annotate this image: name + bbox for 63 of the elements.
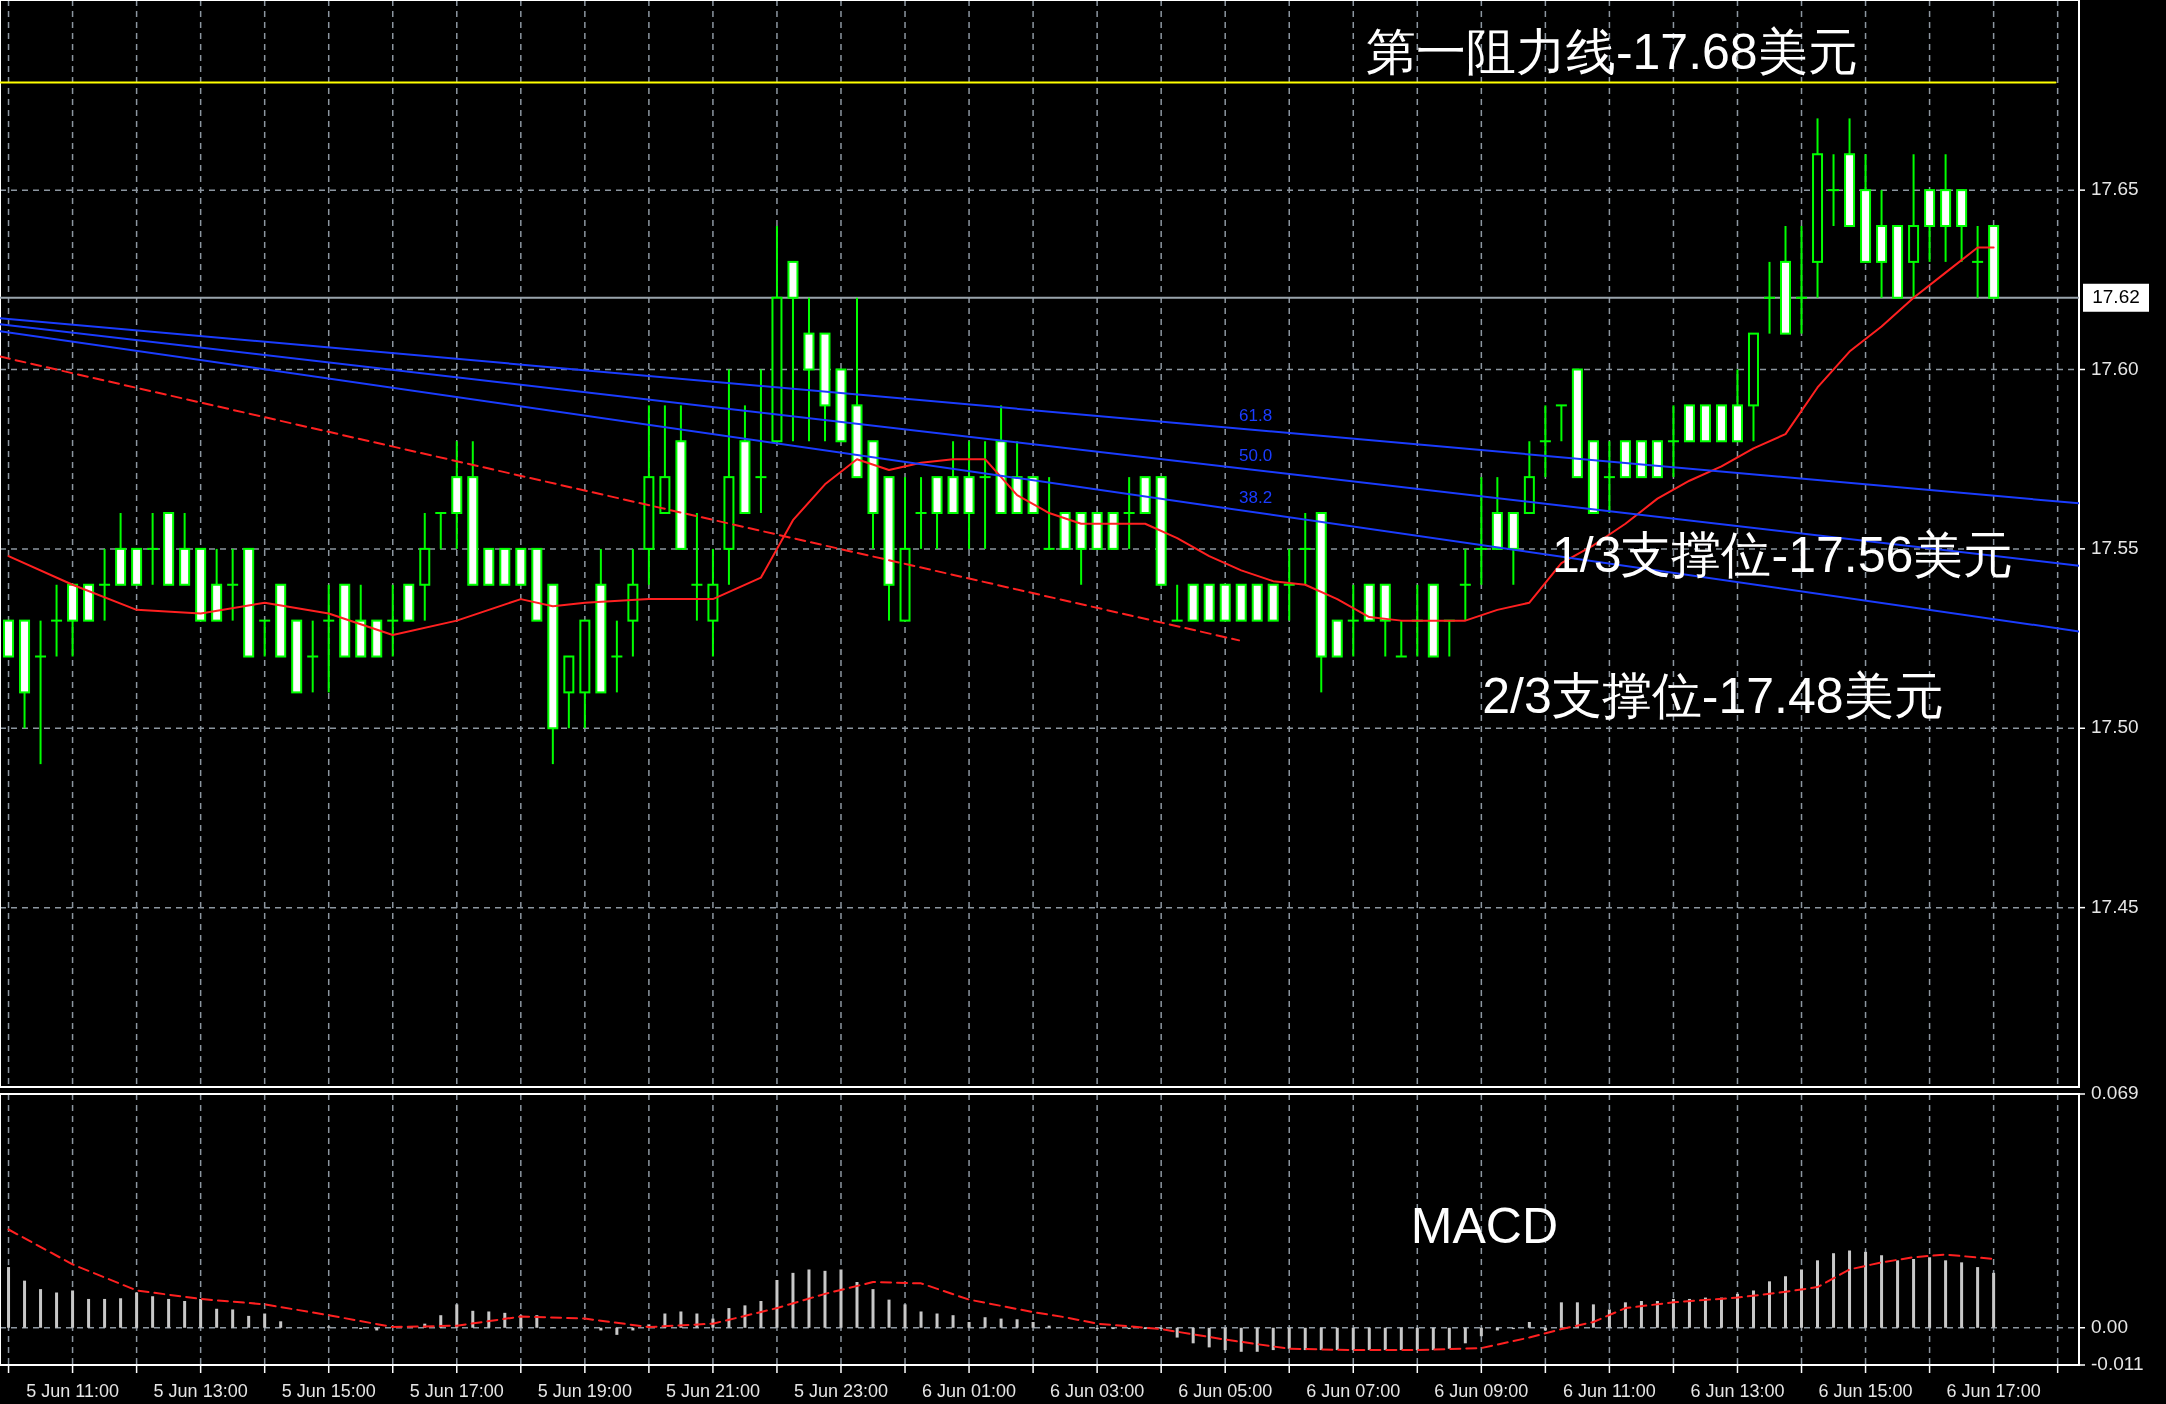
candlestick <box>978 440 992 550</box>
x-tick-label: 6 Jun 17:00 <box>1946 1380 2041 1401</box>
x-tick-label: 5 Jun 13:00 <box>153 1380 248 1401</box>
annotation: 第一阻力线-17.68美元 <box>1365 23 1858 80</box>
candlestick <box>610 619 624 694</box>
series-label: 50.0 <box>1239 445 1273 465</box>
y-tick-label: 17.60 <box>2091 357 2139 379</box>
candlestick <box>306 619 320 694</box>
y-tick-label: 17.45 <box>2091 895 2139 917</box>
annotation: MACD <box>1410 1197 1559 1254</box>
x-tick-label: 5 Jun 19:00 <box>537 1380 632 1401</box>
x-tick-label: 5 Jun 23:00 <box>793 1380 889 1401</box>
candlestick <box>98 547 112 622</box>
candlestick <box>1346 583 1360 658</box>
candlestick <box>386 583 400 658</box>
candlestick <box>1474 476 1488 586</box>
x-tick-label: 6 Jun 11:00 <box>1563 1380 1656 1401</box>
candlestick <box>434 512 448 550</box>
series-label: 61.8 <box>1239 406 1273 426</box>
candlestick <box>1282 547 1296 622</box>
candlestick <box>146 512 160 586</box>
x-tick-label: 5 Jun 11:00 <box>26 1380 119 1401</box>
candlestick <box>1538 404 1552 479</box>
candlestick <box>1666 404 1680 479</box>
x-tick-label: 6 Jun 05:00 <box>1178 1380 1273 1401</box>
annotation: 2/3支撑位-17.48美元 <box>1482 668 1944 725</box>
ref-line-label: 17.62 <box>2092 285 2140 307</box>
candlestick <box>690 512 704 622</box>
x-tick-label: 6 Jun 03:00 <box>1050 1380 1145 1401</box>
x-tick-label: 6 Jun 15:00 <box>1818 1380 1913 1401</box>
candlestick <box>754 368 768 515</box>
candlestick <box>1827 153 1841 228</box>
x-tick-label: 5 Jun 21:00 <box>665 1380 760 1401</box>
candlestick <box>226 547 240 622</box>
candlestick <box>1763 260 1776 335</box>
x-tick-label: 5 Jun 15:00 <box>281 1380 376 1401</box>
candlestick <box>322 583 336 694</box>
x-tick-label: 6 Jun 01:00 <box>922 1380 1017 1401</box>
x-tick-label: 6 Jun 09:00 <box>1434 1380 1529 1401</box>
y-tick-label: -0.011 <box>2091 1353 2144 1375</box>
candlestick <box>1394 619 1408 658</box>
y-tick-label: 0.069 <box>2091 1082 2139 1104</box>
y-tick-label: 17.50 <box>2091 716 2139 738</box>
series-label: 38.2 <box>1239 487 1273 507</box>
candlestick <box>1170 583 1184 622</box>
candlestick <box>1971 225 1985 299</box>
y-tick-label: 17.65 <box>2091 178 2139 200</box>
candlestick <box>1042 476 1056 550</box>
y-tick-label: 17.55 <box>2091 536 2139 558</box>
candlestick <box>1795 225 1809 335</box>
candlestick <box>258 619 272 658</box>
candlestick <box>914 476 928 550</box>
candlestick <box>1602 440 1616 515</box>
candlestick <box>1298 512 1312 586</box>
x-tick-label: 6 Jun 13:00 <box>1690 1380 1785 1401</box>
candlestick <box>1458 547 1472 622</box>
candlestick <box>34 619 48 766</box>
candlestick <box>50 583 64 658</box>
x-tick-label: 6 Jun 07:00 <box>1306 1380 1401 1401</box>
x-tick-label: 5 Jun 17:00 <box>409 1380 504 1401</box>
candlestick <box>1122 476 1136 550</box>
y-tick-label: 0.00 <box>2091 1315 2128 1337</box>
candlestick <box>1554 404 1568 443</box>
